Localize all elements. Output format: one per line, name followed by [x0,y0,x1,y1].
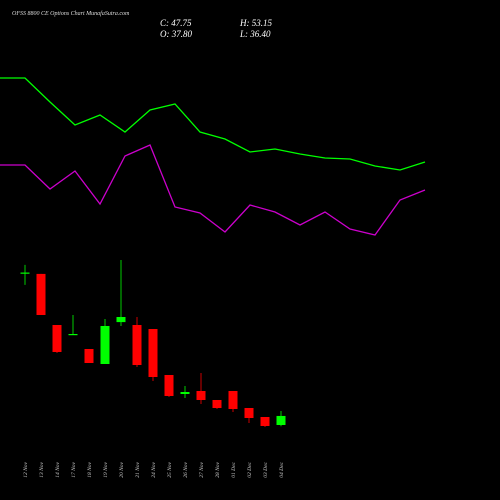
line-series [0,77,426,171]
x-tick-label: 02 Dec [247,461,253,477]
low-label: L: 36.40 [239,29,271,39]
candle-body [212,400,222,408]
x-tick-label: 27 Nov [199,461,205,477]
candle-body [196,391,206,400]
x-tick-label: 20 Nov [119,461,125,477]
x-tick-label: 25 Nov [167,461,173,477]
candle-body [116,317,126,323]
candle-body [52,325,62,352]
x-tick-label: 14 Nov [54,461,61,477]
open-label: O: 37.80 [160,29,192,39]
candle-body [260,417,270,426]
chart-title: OFSS 8800 CE Options Chart MunafaSutra.c… [12,10,130,17]
x-tick-label: 01 Dec [231,461,237,477]
candle-body [276,415,286,425]
candle-body [148,329,158,377]
line-series [0,144,426,236]
candle-body [68,334,78,336]
x-tick-label: 19 Nov [103,461,109,477]
candle-body [36,273,46,315]
x-tick-label: 28 Nov [215,461,221,477]
high-label: H: 53.15 [239,18,272,28]
x-tick-label: 04 Dec [278,461,285,477]
candle-body [132,325,142,365]
x-tick-label: 24 Nov [150,461,157,477]
x-tick-label: 17 Nov [71,461,77,477]
candle-body [180,392,190,394]
candle-body [100,326,110,364]
x-tick-label: 03 Dec [263,461,269,477]
close-label: C: 47.75 [160,18,192,28]
x-tick-label: 26 Nov [183,461,189,477]
x-tick-label: 18 Nov [87,461,93,477]
x-tick-label: 12 Nov [23,461,29,477]
candle-body [164,375,174,396]
x-tick-label: 13 Nov [39,461,45,477]
candle-body [228,391,238,409]
x-tick-label: 21 Nov [135,461,141,477]
candle-body [244,408,254,418]
candle-body [20,272,30,274]
candle-body [84,349,94,363]
